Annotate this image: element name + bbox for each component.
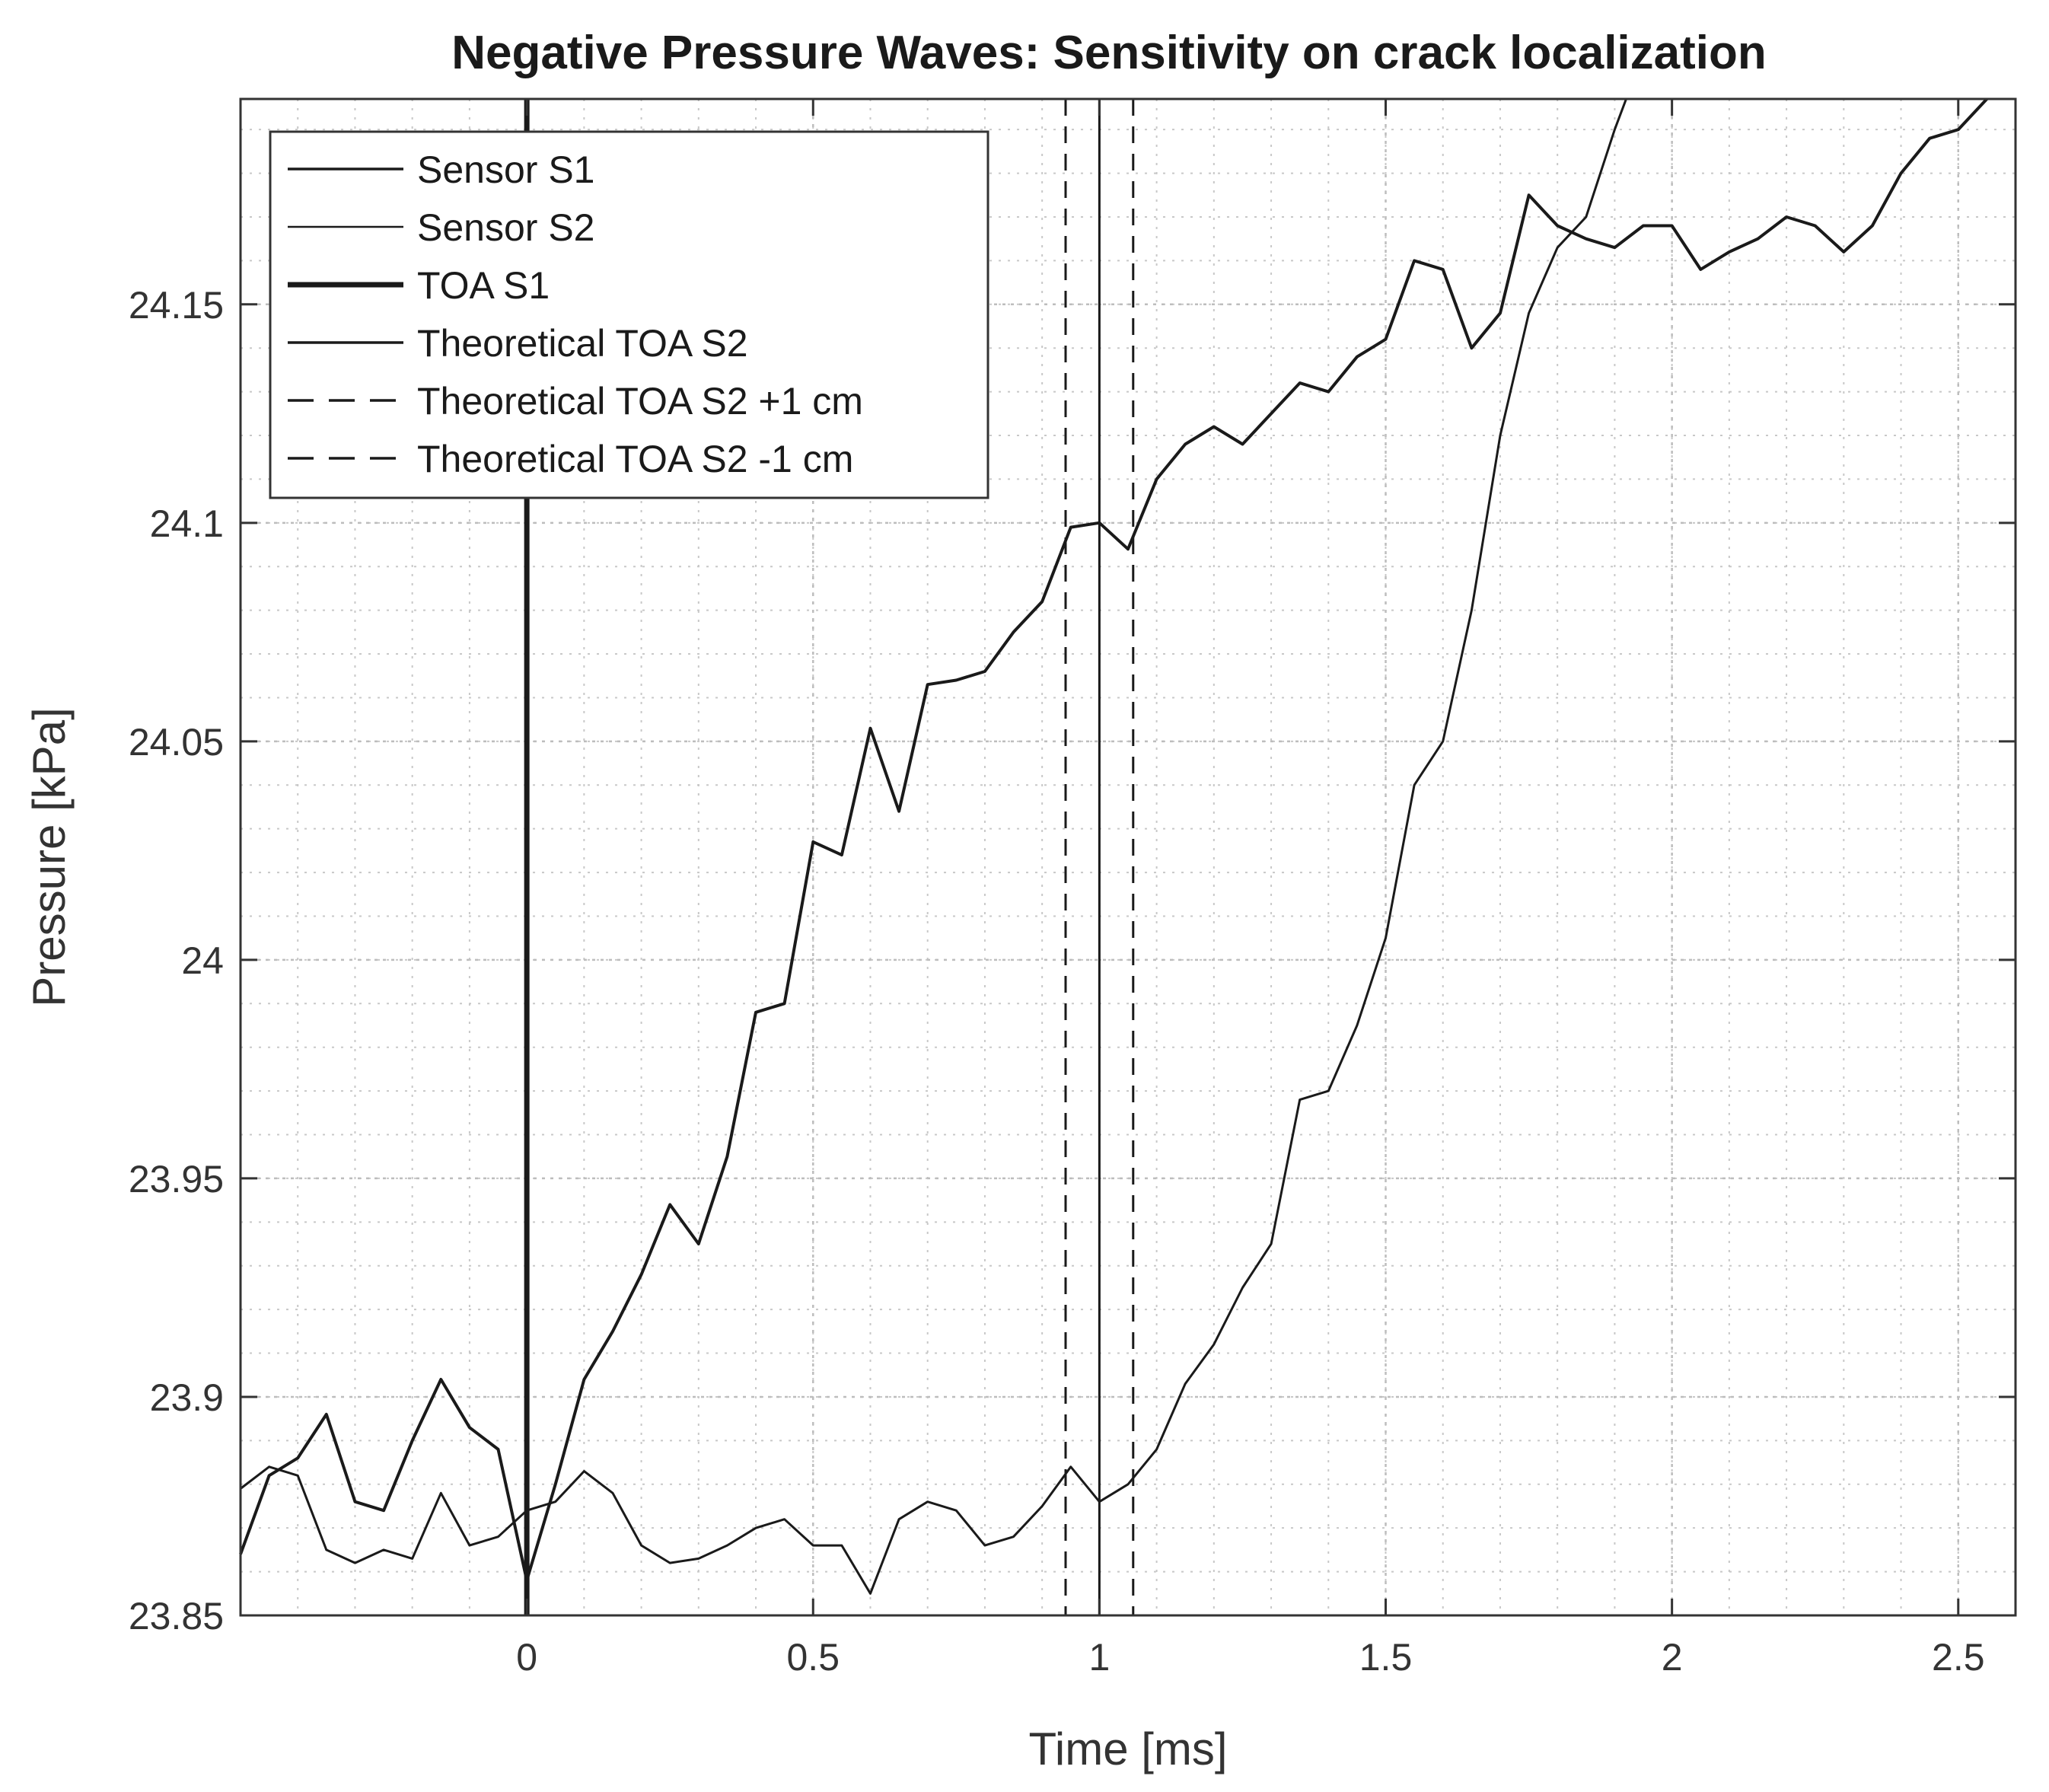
x-tick-label: 1.5 <box>1359 1636 1413 1679</box>
y-tick-label: 23.95 <box>129 1158 224 1201</box>
x-tick-label: 0.5 <box>787 1636 840 1679</box>
x-tick-label: 0 <box>516 1636 537 1679</box>
series-layer <box>239 97 1988 1595</box>
legend-label-sensor-s1: Sensor S1 <box>417 148 594 191</box>
y-tick-label: 24.15 <box>129 284 224 327</box>
series-line-sensor-s2 <box>240 98 1627 1595</box>
plot-frame <box>239 97 2017 1617</box>
legend-box <box>269 130 989 499</box>
x-axis-label: Time [ms] <box>1028 1723 1227 1774</box>
y-tick-label: 24.05 <box>129 721 224 764</box>
ticks-layer <box>241 99 2016 1617</box>
legend: Sensor S1 Sensor S2 TOA S1 Theoretical TOA … <box>269 130 989 499</box>
legend-label-sensor-s2: Sensor S2 <box>417 206 594 249</box>
y-tick-label: 23.9 <box>150 1376 224 1419</box>
legend-label-theoretical-toa-s2-minus-1cm: Theoretical TOA S2 -1 cm <box>417 438 853 480</box>
x-tick-label: 2.5 <box>1932 1636 1985 1679</box>
y-tick-label: 24 <box>181 939 224 982</box>
series-line-sensor-s1 <box>239 97 1988 1583</box>
x-tick-label: 2 <box>1662 1636 1683 1679</box>
legend-label-toa-s1: TOA S1 <box>417 264 550 307</box>
y-tick-label: 23.85 <box>129 1595 224 1637</box>
chart-title: Negative Pressure Waves: Sensitivity on … <box>451 27 1767 79</box>
y-axis-label: Pressure [kPa] <box>24 707 75 1007</box>
legend-label-theoretical-toa-s2: Theoretical TOA S2 <box>417 322 748 365</box>
tick-labels-layer: 0 0.5 1 1.5 2 2.5 23.85 23.9 23.95 24 24.05 24.1 24.… <box>129 284 1985 1679</box>
legend-label-theoretical-toa-s2-plus-1cm: Theoretical TOA S2 +1 cm <box>417 380 863 422</box>
x-tick-label: 1 <box>1088 1636 1110 1679</box>
y-tick-label: 24.1 <box>150 502 224 545</box>
